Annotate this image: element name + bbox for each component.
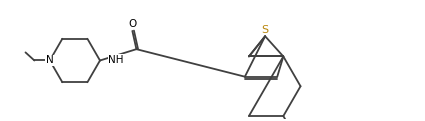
Text: NH: NH (108, 55, 124, 65)
Text: O: O (129, 19, 137, 29)
Text: N: N (46, 56, 54, 65)
Text: S: S (261, 25, 269, 35)
